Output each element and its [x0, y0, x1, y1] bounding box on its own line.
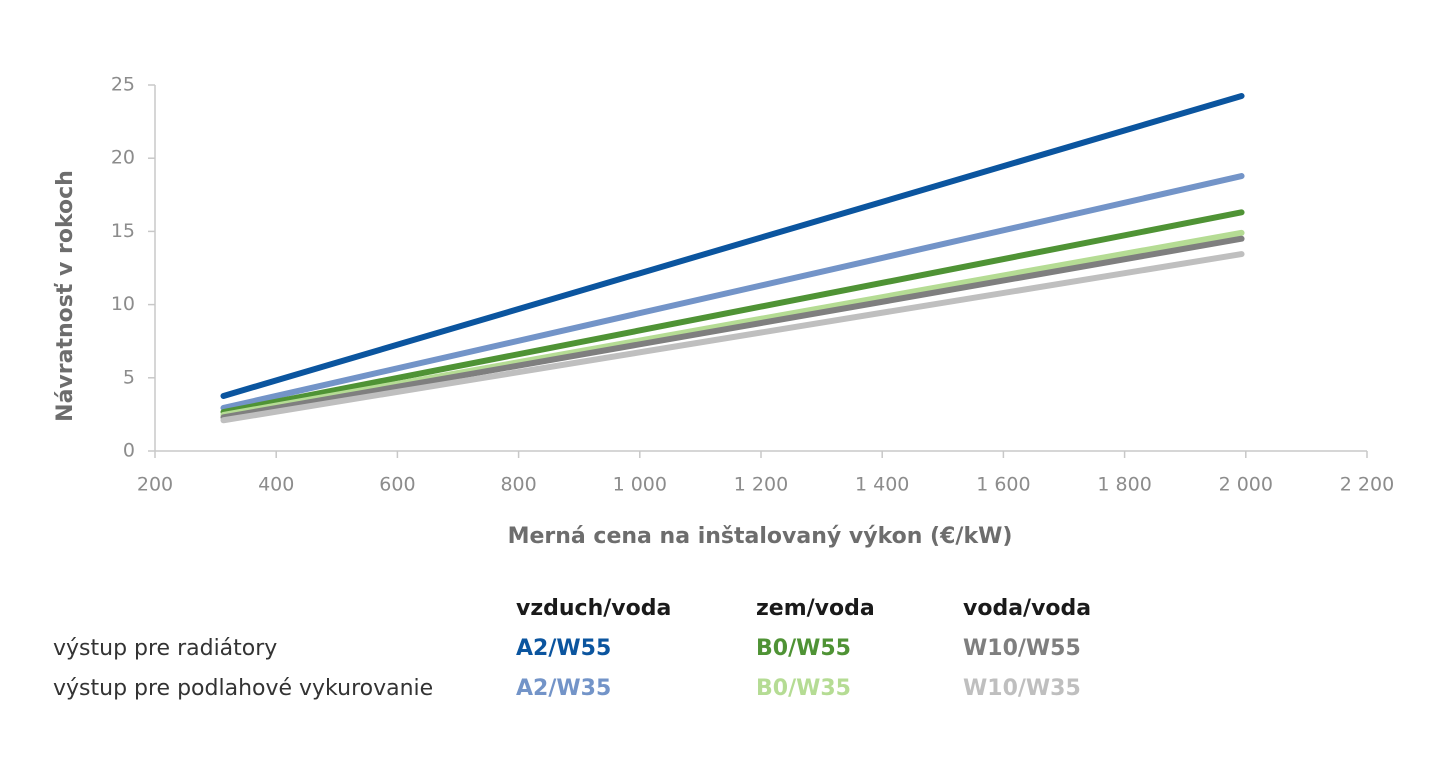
- x-tick-label: 1 600: [976, 474, 1030, 496]
- x-tick-label: 200: [137, 474, 173, 496]
- y-tick-label: 0: [123, 440, 135, 462]
- legend-entry: B0/W35: [756, 676, 851, 701]
- series-line: [220, 173, 1245, 411]
- x-tick-label: 2 200: [1340, 474, 1394, 496]
- x-tick-label: 1 000: [613, 474, 667, 496]
- y-tick-label: 15: [111, 220, 135, 242]
- legend-entry: W10/W55: [963, 636, 1081, 661]
- y-tick-label: 25: [111, 74, 135, 96]
- y-tick-label: 5: [123, 366, 135, 388]
- y-axis-title: Návratnosť v rokoch: [53, 170, 78, 422]
- y-tick-label: 20: [111, 147, 135, 169]
- x-tick-label: 1 400: [855, 474, 909, 496]
- legend-entry: A2/W55: [516, 636, 611, 661]
- series-line: [220, 235, 1245, 421]
- legend-entry: A2/W35: [516, 676, 611, 701]
- x-tick-label: 600: [379, 474, 415, 496]
- y-tick-label: 10: [111, 293, 135, 315]
- x-tick-label: 800: [500, 474, 536, 496]
- legend-entry: B0/W55: [756, 636, 851, 661]
- x-tick-label: 2 000: [1219, 474, 1273, 496]
- legend-column-header: zem/voda: [756, 596, 875, 621]
- legend-column-header: voda/voda: [963, 596, 1091, 621]
- x-tick-label: 400: [258, 474, 294, 496]
- series-line: [220, 251, 1245, 424]
- legend-column-header: vzduch/voda: [516, 596, 671, 621]
- legend-row-label: výstup pre radiátory: [53, 636, 277, 661]
- legend-entry: W10/W35: [963, 676, 1081, 701]
- x-axis-title: Merná cena na inštalovaný výkon (€/kW): [508, 524, 1013, 549]
- x-tick-label: 1 200: [734, 474, 788, 496]
- series-line: [220, 209, 1245, 416]
- series-line: [220, 92, 1245, 399]
- x-tick-label: 1 800: [1097, 474, 1151, 496]
- legend-row-label: výstup pre podlahové vykurovanie: [53, 676, 433, 701]
